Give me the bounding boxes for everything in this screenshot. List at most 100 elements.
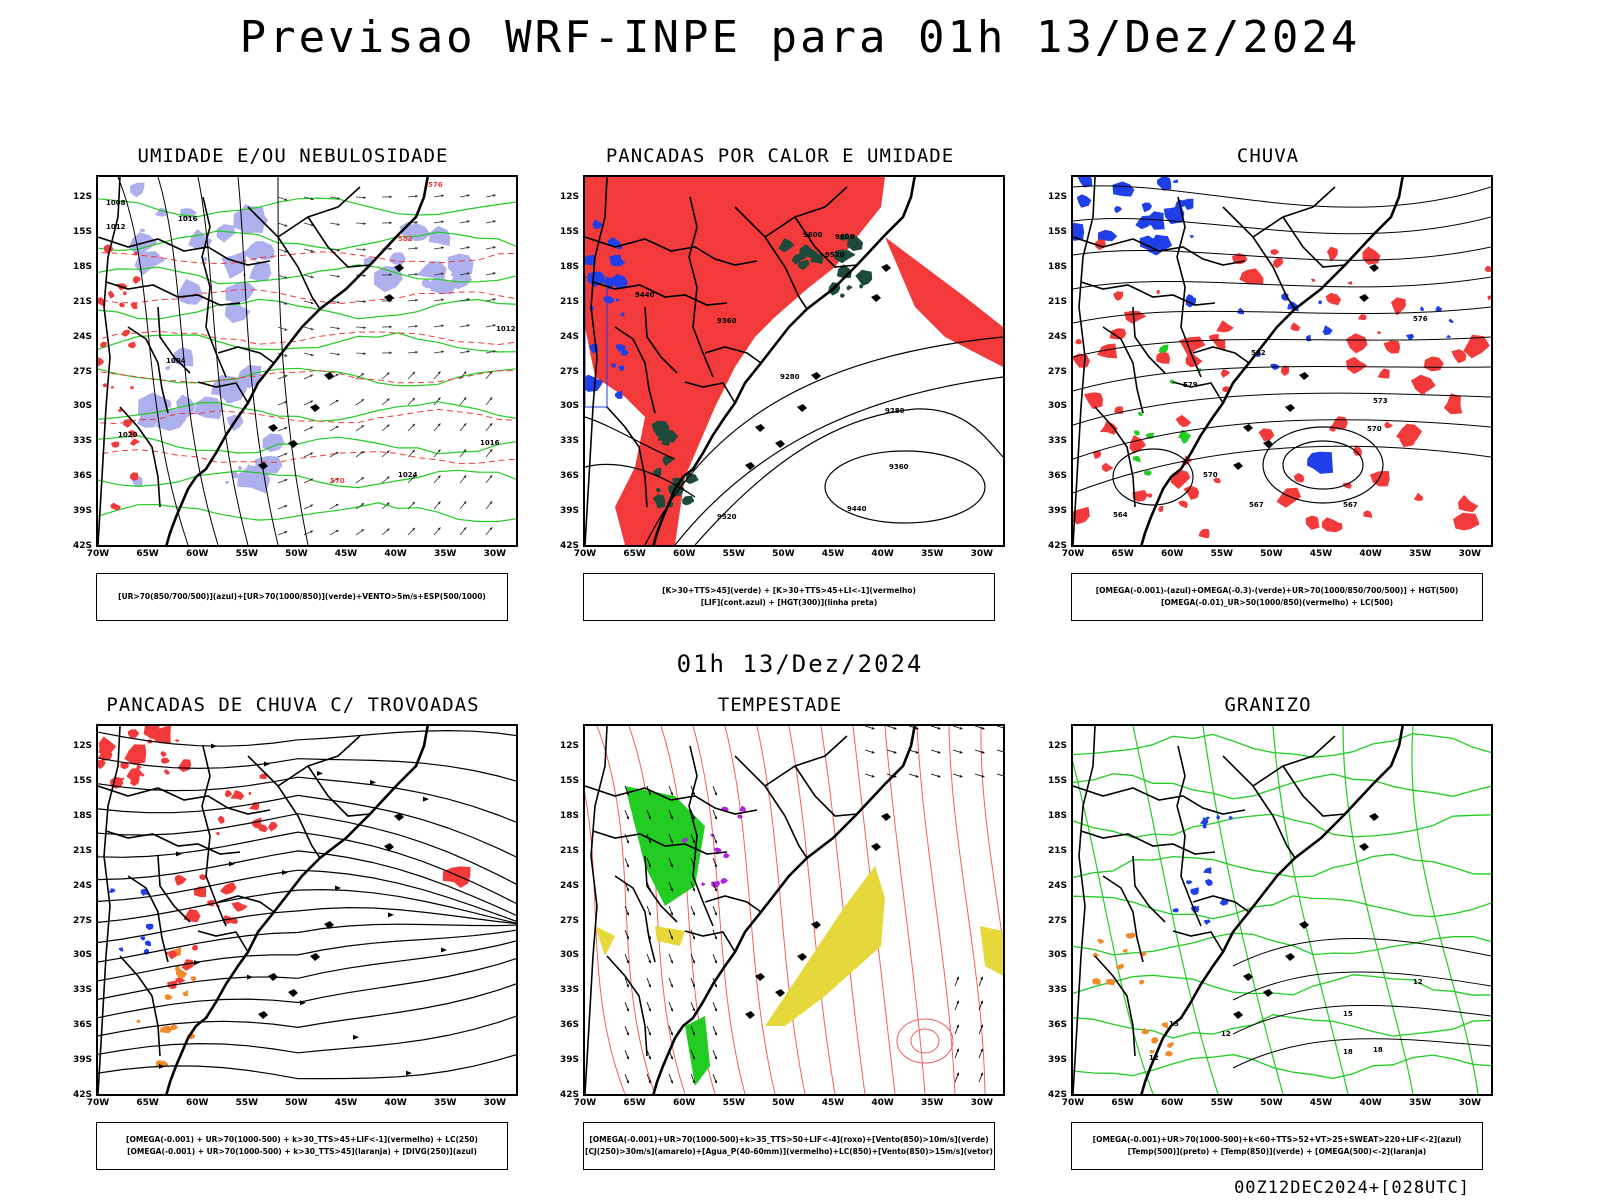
lake — [310, 404, 320, 412]
wind-arrowhead — [959, 726, 963, 730]
state-border — [794, 765, 858, 817]
hail-area-blue — [1186, 880, 1193, 885]
lc850-contour — [820, 726, 866, 1094]
coastline — [165, 177, 429, 545]
pressure-isobar — [157, 177, 219, 545]
streamline-arrow — [317, 770, 323, 776]
wind-arrowhead — [648, 1080, 652, 1084]
lon-tick-label: 40W — [1359, 549, 1382, 559]
wind-arrowhead — [648, 960, 652, 964]
wind-arrowhead — [626, 1056, 630, 1060]
lon-tick-label: 65W — [623, 1098, 646, 1108]
wind-arrowhead — [626, 960, 630, 964]
thunderstorm-area-red — [174, 874, 187, 886]
lon-tick-label: 30W — [970, 1098, 994, 1108]
state-border — [585, 726, 608, 1094]
humidity-contour-1000-850 — [98, 401, 516, 422]
lake — [871, 843, 881, 851]
streamline — [98, 794, 516, 858]
panel-title: TEMPESTADE — [717, 694, 843, 716]
storm-area-purple — [737, 814, 743, 819]
wind-arrowhead — [692, 1080, 696, 1084]
lat-tick-label: 18S — [72, 810, 92, 821]
wind-arrowhead — [310, 426, 314, 430]
hgt300-contour — [824, 450, 986, 524]
state-border — [585, 177, 608, 545]
temp850-contour — [1073, 813, 1491, 839]
wind-arrowhead — [463, 423, 467, 427]
thickness-contour — [98, 251, 516, 265]
thunderstorm-area-red — [121, 777, 125, 780]
lifted-index-contour — [592, 219, 603, 230]
wind-arrowhead — [492, 272, 496, 275]
lat-axis: 12S 15S 18S 21S 24S 27S 30S 33S 36S 39S 42S — [1033, 724, 1071, 1100]
omega-area-blue — [1139, 235, 1160, 250]
wind-arrowhead — [670, 936, 674, 940]
lat-tick-label: 36S — [559, 471, 579, 482]
streamline-arrow — [264, 761, 270, 767]
map-trovoadas[interactable] — [96, 724, 518, 1096]
humidity-area-850-500 — [421, 278, 432, 289]
lon-tick-label: 70W — [86, 549, 110, 559]
lat-tick-label: 21S — [559, 845, 579, 856]
lon-tick-label: 40W — [384, 1098, 407, 1108]
wind-arrowhead — [412, 475, 415, 479]
wind-arrowhead — [670, 1080, 674, 1084]
state-border — [704, 895, 762, 913]
wind-arrowhead — [412, 449, 415, 453]
map-svg — [98, 726, 516, 1094]
legend-line: [Temp(500)](preto) + [Temp(850)](verde) … — [1127, 1147, 1427, 1156]
temp850-contour — [1272, 726, 1349, 1094]
wind-arrowhead — [648, 912, 652, 916]
wind-arrowhead — [437, 449, 441, 453]
thickness-marks — [110, 441, 120, 448]
lat-tick-label: 42S — [1047, 1090, 1067, 1100]
rain-area-red — [1357, 314, 1367, 321]
state-border — [684, 381, 736, 404]
wind-arrowhead — [626, 864, 630, 868]
hail-area-blue — [1203, 867, 1212, 874]
state-border — [1080, 830, 1216, 855]
lon-tick-label: 35W — [1408, 549, 1432, 559]
streamline-arrow — [335, 885, 341, 891]
wind-arrowhead — [441, 194, 444, 198]
state-border — [1252, 785, 1296, 859]
contour-label: 1016 — [178, 215, 198, 223]
map-umidade[interactable]: 1008 1012 1016 1020 1004 1024 570 576 582 1012 101… — [96, 175, 518, 547]
rain-area-red — [1156, 350, 1170, 364]
thunderstorm-area-orange — [175, 967, 188, 979]
omega-area-blue — [1163, 205, 1185, 225]
omega-area-blue — [1077, 177, 1093, 188]
wind-arrowhead — [463, 449, 467, 453]
contour-label: 564 — [1113, 511, 1128, 519]
wind-arrowhead — [335, 425, 339, 429]
thunderstorm-area-red — [127, 729, 140, 738]
temp850-contour — [1073, 1014, 1491, 1039]
wind-arrowhead — [463, 397, 467, 401]
map-granizo[interactable]: 12 12 15 18 18 15 12 — [1071, 724, 1493, 1096]
lat-tick-label: 21S — [559, 296, 579, 307]
wind-arrowhead — [648, 984, 652, 988]
contour-label: 576 — [428, 181, 443, 189]
thunderstorm-area-red — [98, 760, 106, 770]
omega-area-blue — [1237, 307, 1245, 315]
lifted-index-contour — [620, 312, 625, 317]
rain-area-red — [1258, 428, 1275, 442]
map-tempestade[interactable] — [583, 724, 1005, 1096]
wind-arrow — [996, 773, 1003, 777]
lon-tick-label: 65W — [623, 549, 646, 559]
streamline-arrow — [388, 912, 394, 918]
wind-arrowhead — [626, 1080, 630, 1084]
state-border — [98, 785, 271, 815]
rain-area-red — [1175, 414, 1192, 427]
map-chuva[interactable]: 576 573 570 567 564 582 579 570 567 — [1071, 175, 1493, 547]
map-pancadas-calor[interactable]: 9600 9600 9520 9440 9360 9280 9280 9360 9440 9520 — [583, 175, 1005, 547]
thickness-marks — [130, 386, 134, 390]
lat-tick-label: 42S — [1047, 541, 1067, 551]
hail-area-blue — [1205, 816, 1210, 820]
state-border — [105, 830, 241, 855]
wind-arrowhead — [337, 300, 340, 304]
hgt300-contour — [694, 408, 1003, 545]
humidity-area-850-500 — [225, 480, 230, 485]
instability-area-green — [797, 259, 810, 270]
